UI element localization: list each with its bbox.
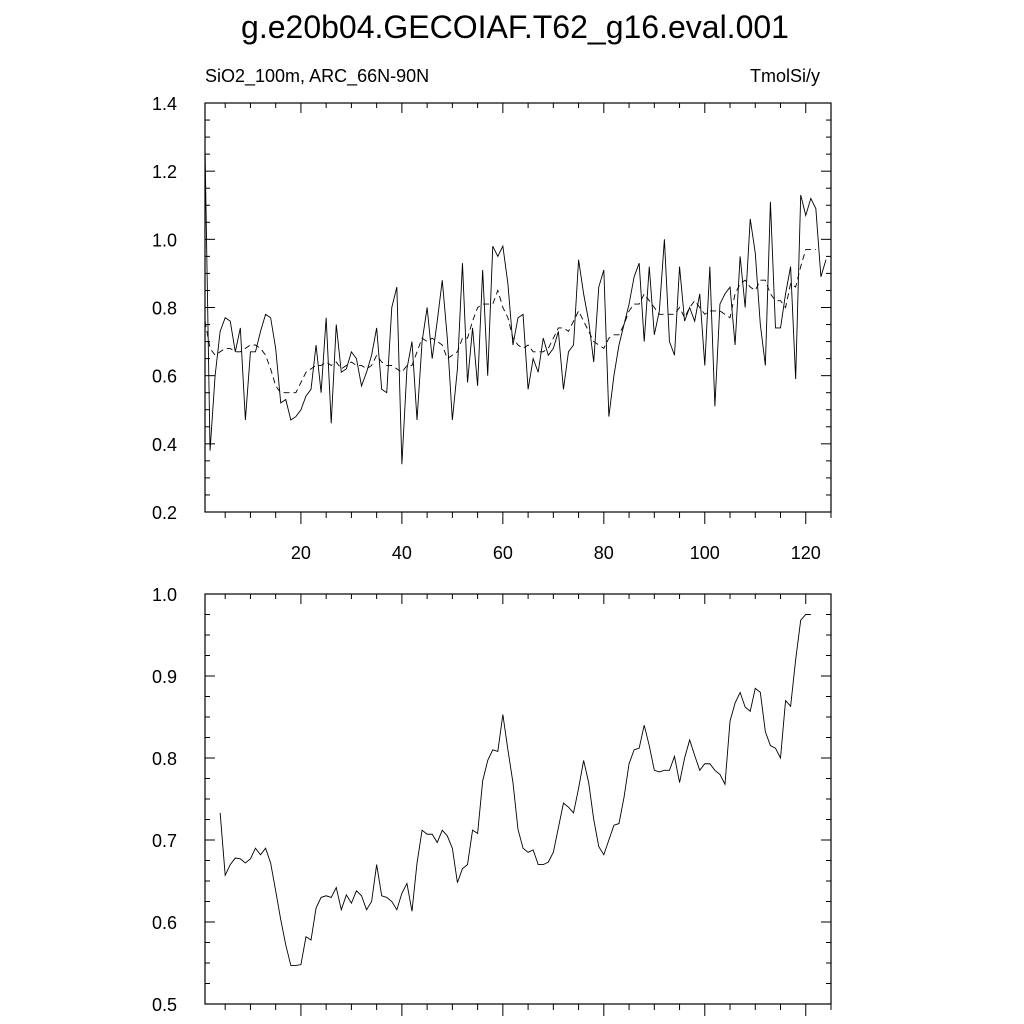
bottom-ytick-label: 0.7: [152, 831, 177, 851]
top-series-1-line: [204, 147, 827, 465]
top-xtick-label: 80: [594, 543, 614, 563]
units-label: TmolSi/y: [750, 66, 820, 86]
top-ytick-label: 0.6: [152, 367, 177, 387]
bottom-series-1-line: [219, 614, 811, 966]
chart-title: g.e20b04.GECOIAF.T62_g16.eval.001: [241, 9, 789, 45]
bottom-panel: 0.5 0.6 0.7 0.8 0.9 1.0: [152, 585, 832, 1016]
top-ytick-label: 0.4: [152, 435, 177, 455]
top-series-2-line: [204, 249, 816, 394]
top-xtick-label: 100: [690, 543, 720, 563]
top-ytick-label: 1.0: [152, 230, 177, 250]
bottom-ytick-label: 0.9: [152, 667, 177, 687]
top-xtick-label: 60: [493, 543, 513, 563]
top-ytick-label: 1.4: [152, 94, 177, 114]
bottom-ytick-label: 1.0: [152, 585, 177, 605]
top-ytick-label: 1.2: [152, 162, 177, 182]
top-xtick-label: 120: [791, 543, 821, 563]
bottom-ticks: 0.5 0.6 0.7 0.8 0.9 1.0: [152, 585, 832, 1016]
bottom-ytick-label: 0.5: [152, 995, 177, 1015]
bottom-series: [219, 614, 811, 966]
top-ytick-label: 0.8: [152, 299, 177, 319]
top-ticks: 0.2 0.4 0.6 0.8 1.0 1.2 1.4 20 40 60 80 100 120: [152, 94, 832, 563]
bottom-ytick-label: 0.6: [152, 913, 177, 933]
variable-label: SiO2_100m, ARC_66N-90N: [205, 66, 429, 87]
top-series: [204, 147, 827, 465]
top-xtick-label: 40: [392, 543, 412, 563]
bottom-plot-frame: [204, 593, 832, 1005]
top-panel: 0.2 0.4 0.6 0.8 1.0 1.2 1.4 20 40 60 80 100 120: [152, 94, 832, 563]
bottom-ytick-label: 0.8: [152, 749, 177, 769]
top-xtick-label: 20: [291, 543, 311, 563]
top-ytick-label: 0.2: [152, 503, 177, 523]
